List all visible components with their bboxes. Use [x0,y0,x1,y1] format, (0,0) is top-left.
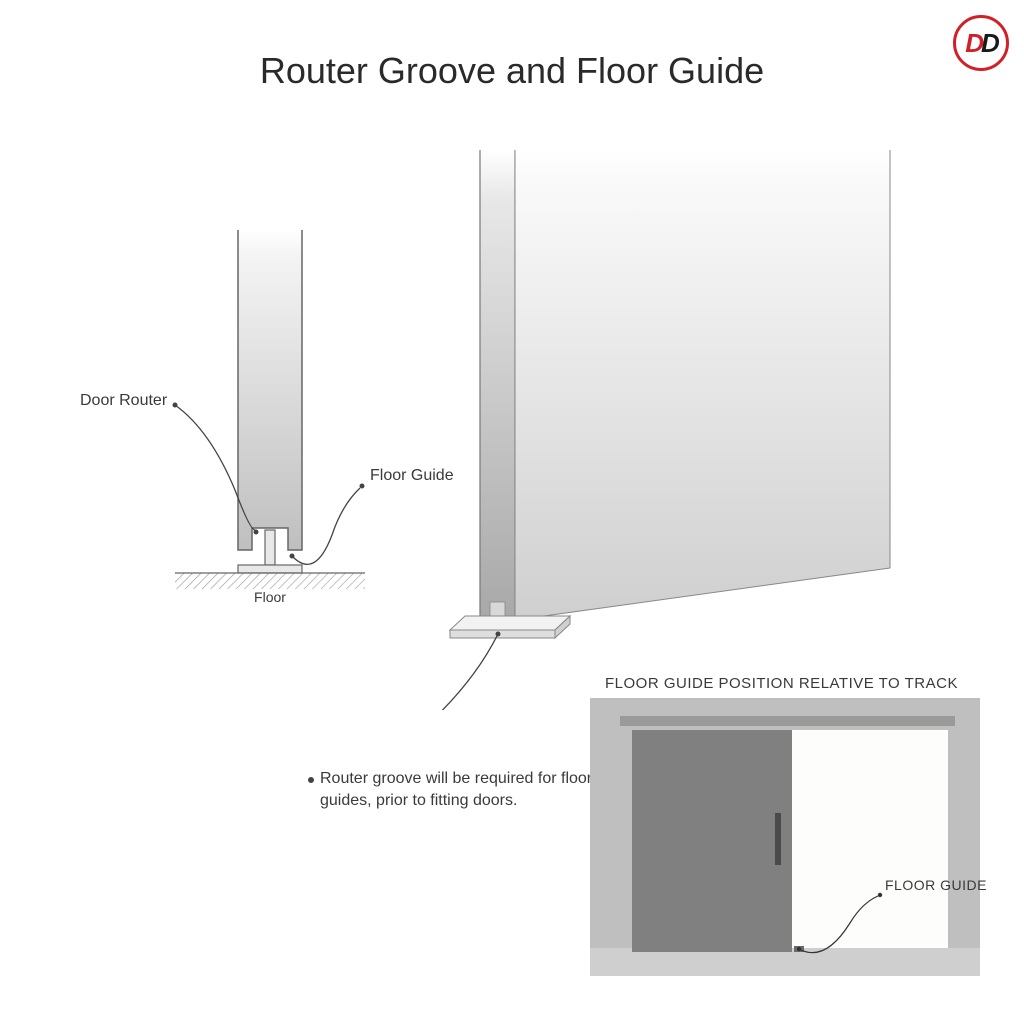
section-view-svg: Floor [60,230,480,670]
note-callout-dot [306,775,316,785]
router-groove-note: Router groove will be required for floor… [320,768,600,811]
logo-char-2: D [981,28,997,59]
floor-text: Floor [254,589,286,605]
brand-logo: DD [953,15,1009,71]
inset-title: FLOOR GUIDE POSITION RELATIVE TO TRACK [605,675,958,692]
logo-char-1: D [965,28,981,59]
inset-floor-guide-label: FLOOR GUIDE [885,877,987,893]
perspective-view-svg [420,150,940,710]
inset-diagram-svg [590,698,990,998]
page-title: Router Groove and Floor Guide [0,50,1024,92]
door-router-label: Door Router [80,392,167,410]
diagram-canvas: Floor Door Router Floor Guide [0,120,1024,1024]
